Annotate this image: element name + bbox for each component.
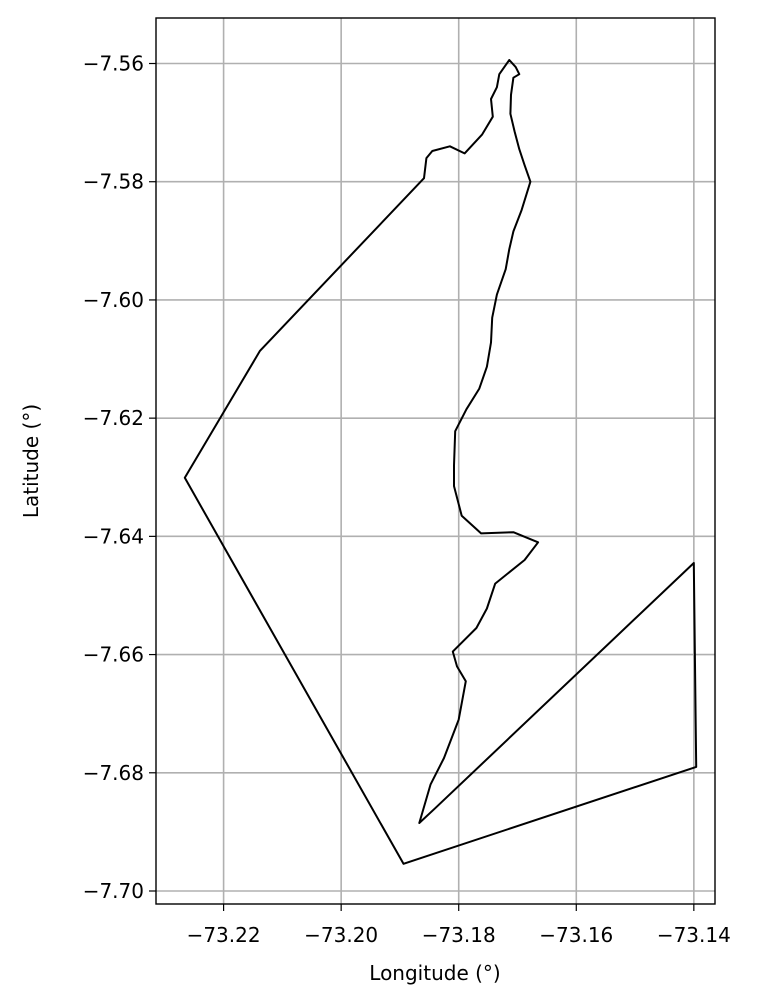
x-tick-label: −73.16	[539, 923, 613, 947]
y-tick-label: −7.58	[83, 170, 144, 194]
y-tick-label: −7.68	[83, 761, 144, 785]
y-tick-label: −7.60	[83, 288, 144, 312]
y-axis-label: Latitude (°)	[19, 404, 43, 518]
x-tick-label: −73.18	[422, 923, 496, 947]
x-tick-label: −73.20	[304, 923, 378, 947]
grid	[156, 18, 715, 904]
y-tick-label: −7.56	[83, 52, 144, 76]
x-axis-label: Longitude (°)	[369, 961, 500, 985]
x-axis: −73.22 −73.20 −73.18 −73.16 −73.14	[187, 904, 731, 947]
y-tick-label: −7.66	[83, 643, 144, 667]
x-tick-label: −73.22	[187, 923, 261, 947]
plot-frame	[155, 17, 716, 905]
x-tick-label: −73.14	[657, 923, 731, 947]
y-axis: −7.56 −7.58 −7.60 −7.62 −7.64 −7.66 −7.68 −7.70	[83, 52, 156, 903]
y-tick-label: −7.62	[83, 406, 144, 430]
region-boundary-line	[183, 59, 698, 865]
y-tick-label: −7.64	[83, 524, 144, 548]
y-tick-label: −7.70	[83, 879, 144, 903]
